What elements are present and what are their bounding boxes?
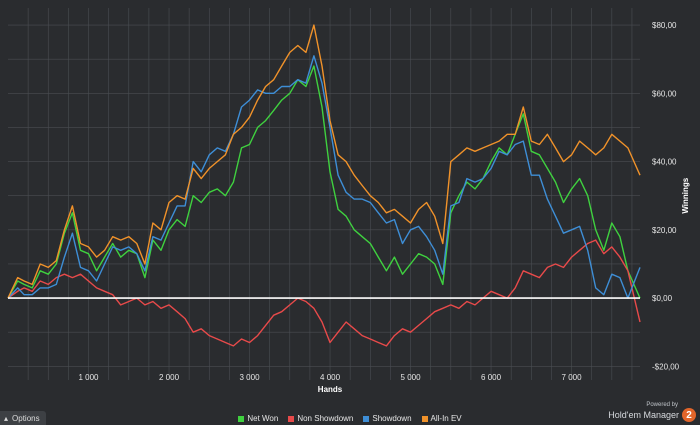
series-layer (7, 24, 641, 347)
legend-item-all-in-ev[interactable]: All-In EV (421, 414, 462, 423)
caret-up-icon: ▴ (4, 413, 9, 423)
series-line-non-showdown (7, 239, 641, 347)
y-tick-label: $0,00 (652, 294, 673, 303)
x-tick-label: 1 000 (78, 373, 99, 382)
legend-swatch (363, 415, 370, 422)
brand-name: Hold'em Manager (608, 410, 679, 420)
x-tick-label: 3 000 (240, 373, 261, 382)
brand-block: Powered by Hold'em Manager 2 (608, 402, 696, 422)
legend-swatch (288, 415, 295, 422)
x-tick-label: 7 000 (562, 373, 583, 382)
x-axis-ticks: 1 000 2 000 3 000 4 000 5 000 6 000 7 000 (78, 373, 582, 382)
legend-label: Non Showdown (297, 414, 354, 423)
legend-item-net-won[interactable]: Net Won (238, 414, 278, 423)
y-tick-label: -$20,00 (652, 362, 680, 371)
holdem-manager-logo-icon: 2 (682, 408, 696, 422)
x-tick-label: 5 000 (401, 373, 422, 382)
chart-legend: Net Won Non Showdown Showdown All-In EV (0, 414, 700, 423)
x-tick-label: 2 000 (159, 373, 180, 382)
y-axis-ticks: $80,00 $60,00 $40,00 $20,00 $0,00 -$20,00 (652, 21, 680, 371)
series-line-all-in-ev (7, 24, 641, 299)
options-button[interactable]: ▴ Options (0, 411, 46, 425)
legend-label: All-In EV (430, 414, 462, 423)
legend-item-showdown[interactable]: Showdown (363, 414, 412, 423)
series-line-net-won (7, 65, 641, 299)
x-axis-title: Hands (318, 385, 343, 394)
x-tick-label: 4 000 (320, 373, 341, 382)
y-tick-label: $20,00 (652, 226, 677, 235)
grid-layer (8, 8, 640, 380)
legend-item-non-showdown[interactable]: Non Showdown (288, 414, 353, 423)
x-tick-label: 6 000 (481, 373, 502, 382)
y-axis-title: Winnings (681, 177, 690, 213)
y-tick-label: $60,00 (652, 89, 677, 98)
legend-label: Showdown (372, 414, 412, 423)
legend-swatch (238, 415, 245, 422)
series-line-showdown (7, 55, 641, 299)
legend-label: Net Won (247, 414, 279, 423)
y-tick-label: $80,00 (652, 21, 677, 30)
y-tick-label: $40,00 (652, 158, 677, 167)
legend-swatch (421, 415, 428, 422)
options-label: Options (12, 413, 40, 423)
powered-by-text: Powered by (646, 402, 678, 408)
